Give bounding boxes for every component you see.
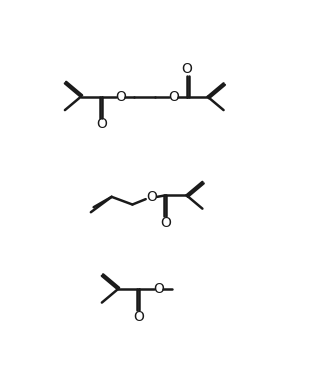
Text: O: O: [153, 282, 164, 296]
Text: O: O: [181, 62, 192, 76]
Text: O: O: [96, 117, 107, 131]
Text: O: O: [147, 190, 157, 204]
Text: O: O: [133, 310, 144, 324]
Text: O: O: [160, 216, 171, 230]
Text: O: O: [116, 90, 126, 104]
Text: O: O: [168, 90, 179, 104]
